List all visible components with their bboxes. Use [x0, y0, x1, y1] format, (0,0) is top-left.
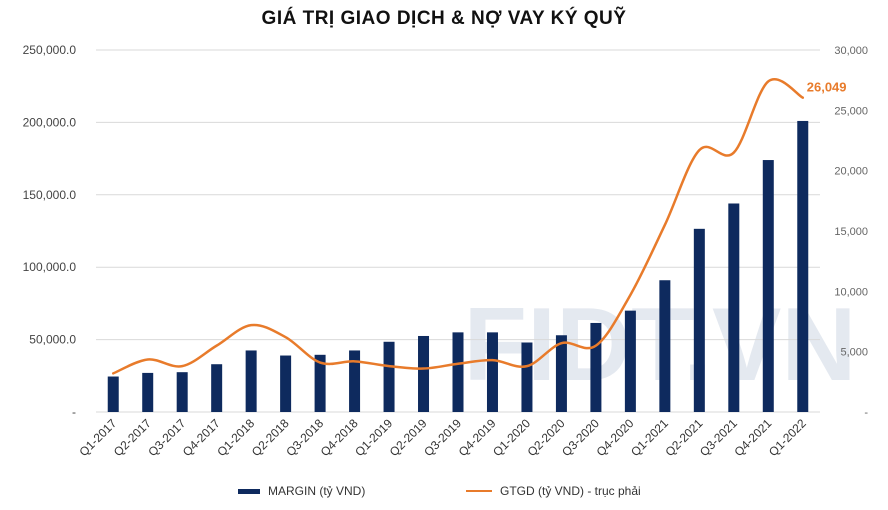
left-tick-label: -	[72, 405, 76, 419]
margin-bar	[486, 332, 498, 412]
right-tick-label: 10,000	[834, 286, 868, 298]
legend-label-gtgd: GTGD (tỷ VND) - trục phải	[500, 484, 641, 498]
right-tick-label: 25,000	[834, 105, 868, 117]
margin-bar	[314, 354, 326, 412]
margin-bar	[624, 310, 636, 412]
right-axis: - 5,000 10,000 15,000 20,000 25,000 30,000	[834, 45, 868, 419]
right-tick-label: -	[864, 407, 868, 419]
margin-bars	[107, 120, 809, 413]
legend-item-gtgd: GTGD (tỷ VND) - trục phải	[466, 484, 641, 498]
margin-bar	[452, 332, 464, 412]
margin-bar	[659, 280, 671, 412]
margin-bar	[280, 355, 292, 412]
margin-bar	[418, 335, 430, 412]
margin-bar	[142, 372, 154, 412]
legend-item-margin: MARGIN (tỷ VND)	[238, 484, 365, 498]
margin-bar	[521, 342, 533, 412]
chart-title: GIÁ TRỊ GIAO DỊCH & NỢ VAY KÝ QUỸ	[261, 8, 627, 29]
right-tick-label: 30,000	[834, 45, 868, 57]
margin-bar	[555, 335, 567, 412]
legend-swatch-line	[466, 490, 492, 492]
left-axis: - 50,000.0 100,000.0 150,000.0 200,000.0 250,…	[23, 43, 77, 419]
margin-bar	[693, 228, 705, 412]
margin-bar	[762, 160, 774, 412]
last-value-label: 26,049	[807, 80, 847, 95]
left-tick-label: 200,000.0	[23, 115, 77, 129]
annotations: 26,049	[807, 80, 847, 95]
left-tick-label: 150,000.0	[23, 188, 77, 202]
margin-bar	[245, 350, 257, 412]
margin-bar	[211, 364, 223, 412]
margin-bar	[590, 322, 602, 412]
gtgd-line-path	[111, 78, 805, 375]
margin-bar	[728, 203, 740, 412]
right-tick-label: 5,000	[840, 347, 868, 359]
gtgd-line	[111, 78, 805, 375]
margin-bar	[107, 376, 119, 412]
margin-bar	[797, 120, 809, 413]
legend-swatch-bar	[238, 488, 260, 494]
left-tick-label: 50,000.0	[29, 333, 76, 347]
left-tick-label: 250,000.0	[23, 43, 77, 57]
right-tick-label: 20,000	[834, 166, 868, 178]
margin-bar	[349, 350, 361, 412]
margin-bar	[383, 341, 395, 412]
margin-bar	[176, 372, 188, 412]
left-tick-label: 100,000.0	[23, 260, 77, 274]
right-tick-label: 15,000	[834, 226, 868, 238]
x-axis-labels: Q1-2017Q2-2017Q3-2017Q4-2017Q1-2018Q2-20…	[76, 416, 809, 459]
legend-label-margin: MARGIN (tỷ VND)	[268, 484, 366, 498]
x-tick-label: Q1-2022	[766, 416, 809, 459]
